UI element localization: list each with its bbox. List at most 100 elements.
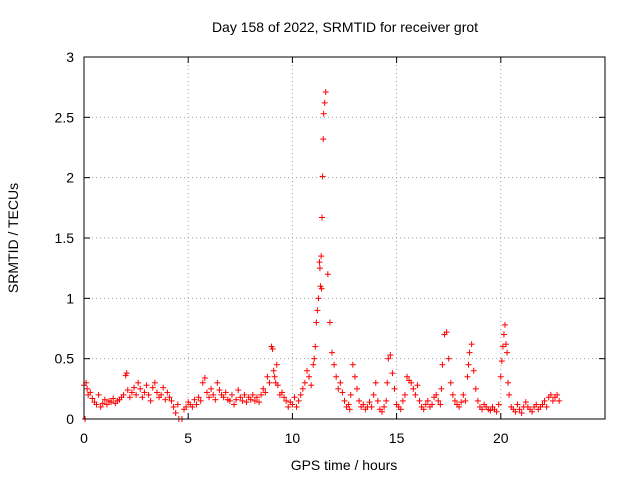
data-point [201, 374, 208, 381]
data-point [516, 406, 523, 413]
data-point [97, 403, 104, 410]
data-point [110, 395, 117, 402]
data-point [84, 385, 91, 392]
data-point [164, 389, 171, 396]
data-point [308, 382, 315, 389]
data-point [220, 394, 227, 401]
data-point [249, 391, 256, 398]
data-point [151, 379, 158, 386]
data-point [456, 403, 463, 410]
y-tick-label: 0.5 [55, 351, 75, 367]
data-point [341, 397, 348, 404]
data-point [412, 391, 419, 398]
data-point [222, 389, 229, 396]
data-point [539, 401, 546, 408]
data-point [303, 367, 310, 374]
data-point [189, 403, 196, 410]
data-point [158, 391, 165, 398]
data-point [99, 400, 106, 407]
y-tick-label: 0 [66, 411, 74, 427]
data-point [351, 373, 358, 380]
data-point [278, 389, 285, 396]
data-point [322, 88, 329, 95]
data-point [439, 361, 446, 368]
data-point [241, 391, 248, 398]
data-point [318, 285, 325, 292]
data-point [89, 395, 96, 402]
data-point [324, 271, 331, 278]
data-point [385, 355, 392, 362]
data-point [269, 346, 276, 353]
data-point [505, 379, 512, 386]
data-point [447, 379, 454, 386]
data-point [208, 385, 215, 392]
data-point [449, 391, 456, 398]
data-point [321, 99, 328, 106]
data-point [101, 396, 108, 403]
data-point [145, 391, 152, 398]
data-points [81, 88, 563, 422]
data-point [366, 399, 373, 406]
data-point [141, 389, 148, 396]
data-point [328, 349, 335, 356]
grid [84, 57, 605, 419]
data-point [339, 389, 346, 396]
data-point [228, 391, 235, 398]
data-point [387, 352, 394, 359]
data-point [391, 385, 398, 392]
data-point [466, 349, 473, 356]
data-point [512, 408, 519, 415]
data-point [120, 391, 127, 398]
data-point [354, 385, 361, 392]
data-point [283, 397, 290, 404]
data-point [191, 396, 198, 403]
data-point [374, 397, 381, 404]
data-point [503, 341, 510, 348]
data-point [501, 321, 508, 328]
data-point [103, 401, 110, 408]
data-point [95, 391, 102, 398]
data-point [383, 397, 390, 404]
data-point [174, 401, 181, 408]
data-point [318, 253, 325, 260]
data-point [487, 407, 494, 414]
data-point [153, 389, 160, 396]
data-point [193, 401, 200, 408]
data-point [314, 307, 321, 314]
data-point [438, 385, 445, 392]
data-point [541, 397, 548, 404]
data-point [326, 319, 333, 326]
data-point [543, 403, 550, 410]
data-point [333, 373, 340, 380]
data-point [253, 394, 260, 401]
data-point [458, 399, 465, 406]
data-point [368, 403, 375, 410]
data-point [499, 343, 506, 350]
data-point [195, 394, 202, 401]
data-point [295, 397, 302, 404]
data-point [549, 397, 556, 404]
data-point [437, 401, 444, 408]
data-point [522, 399, 529, 406]
data-point [315, 295, 322, 302]
data-point [289, 401, 296, 408]
data-point [162, 396, 169, 403]
data-point [443, 329, 450, 336]
data-point [554, 391, 561, 398]
data-point [435, 397, 442, 404]
data-point [556, 397, 563, 404]
data-point [93, 401, 100, 408]
data-point [87, 389, 94, 396]
data-point [397, 406, 404, 413]
data-point [135, 379, 142, 386]
data-point [506, 391, 513, 398]
data-point [197, 397, 204, 404]
data-point [137, 385, 144, 392]
x-tick-label: 0 [80, 430, 88, 446]
data-point [472, 385, 479, 392]
data-point [379, 408, 386, 415]
data-point [316, 265, 323, 272]
data-point [291, 394, 298, 401]
axis-ticks: 0 0.5 1 1.5 2 2.5 3 0 5 10 15 20 [55, 49, 605, 446]
